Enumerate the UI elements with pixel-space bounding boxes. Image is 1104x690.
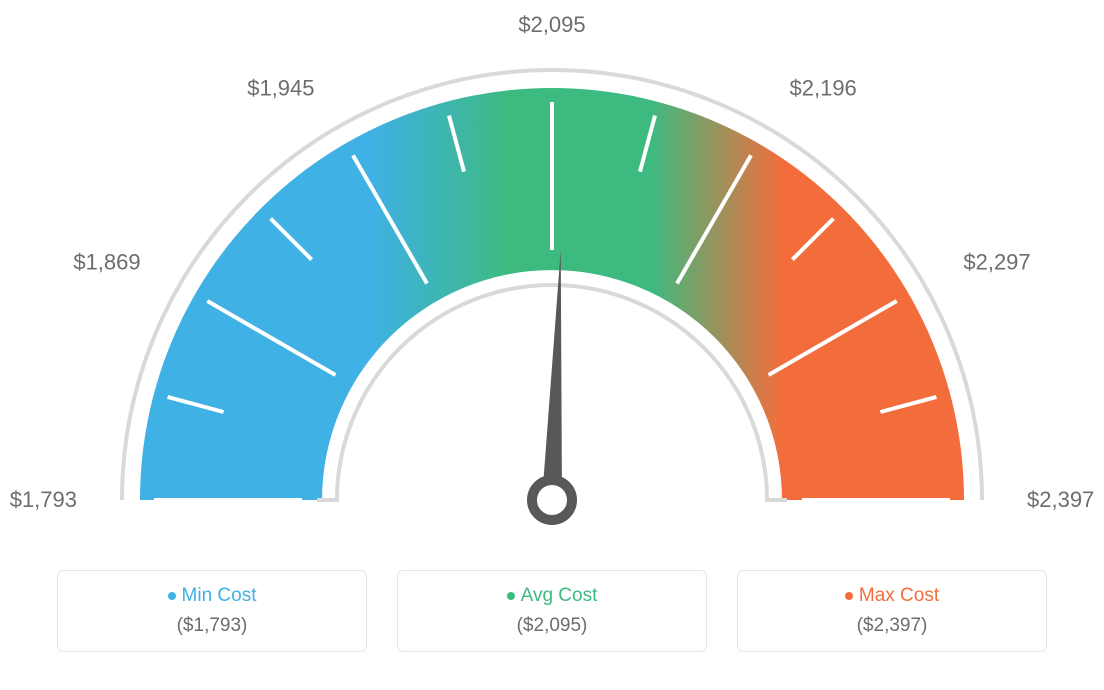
gauge-chart: $1,793 $1,869 $1,945 $2,095 $2,196 $2,297 $2,3… [0, 0, 1104, 560]
gauge-tick-label: $2,095 [518, 12, 585, 37]
legend-dot-icon [168, 592, 176, 600]
legend-card-min: Min Cost ($1,793) [57, 570, 367, 652]
legend-value: ($1,793) [78, 615, 346, 637]
legend-title-text: Max Cost [859, 585, 939, 606]
legend-card-max: Max Cost ($2,397) [737, 570, 1047, 652]
legend-title: Min Cost [78, 585, 346, 607]
legend-value: ($2,095) [418, 615, 686, 637]
gauge-tick-label: $1,793 [10, 487, 77, 512]
gauge-tick-label: $2,397 [1027, 487, 1094, 512]
legend-title-text: Min Cost [182, 585, 257, 606]
gauge-svg: $1,793 $1,869 $1,945 $2,095 $2,196 $2,297 $2,3… [0, 0, 1104, 560]
legend-card-avg: Avg Cost ($2,095) [397, 570, 707, 652]
legend-row: Min Cost ($1,793) Avg Cost ($2,095) Max Cost… [0, 570, 1104, 652]
legend-value: ($2,397) [758, 615, 1026, 637]
gauge-tick-label: $2,297 [963, 250, 1030, 275]
gauge-tick-label: $1,945 [247, 76, 314, 101]
legend-title-text: Avg Cost [521, 585, 598, 606]
gauge-tick-label: $1,869 [73, 250, 140, 275]
gauge-tick-label: $2,196 [790, 76, 857, 101]
gauge-needle-base [532, 480, 572, 520]
legend-dot-icon [507, 592, 515, 600]
legend-dot-icon [845, 592, 853, 600]
legend-title: Max Cost [758, 585, 1026, 607]
legend-title: Avg Cost [418, 585, 686, 607]
gauge-needle [542, 250, 562, 500]
